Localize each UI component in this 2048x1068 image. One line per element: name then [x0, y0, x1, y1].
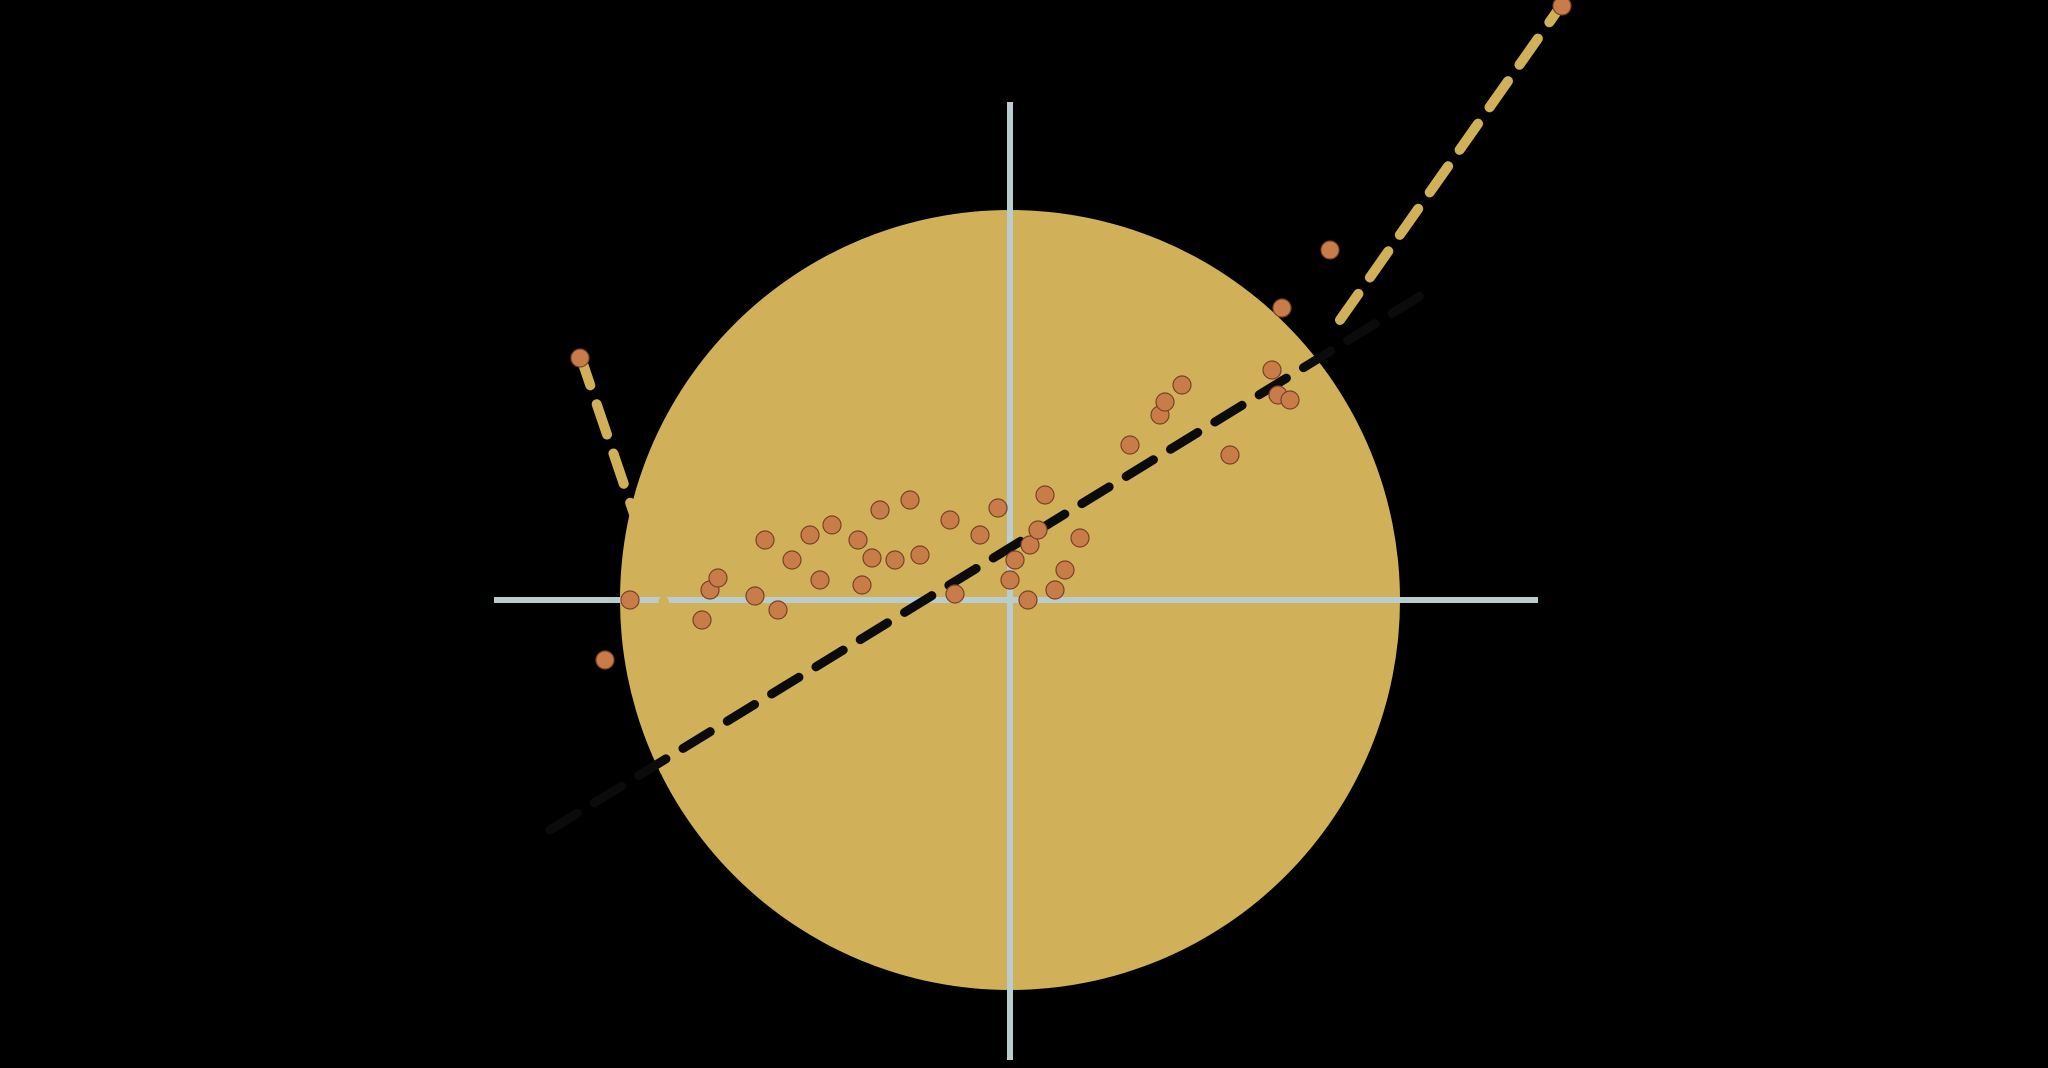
data-point: [1553, 0, 1571, 15]
data-point: [1001, 571, 1019, 589]
data-point: [769, 601, 787, 619]
data-point: [1036, 486, 1054, 504]
data-point: [941, 511, 959, 529]
data-point: [989, 499, 1007, 517]
data-point: [1046, 581, 1064, 599]
data-point: [946, 585, 964, 603]
data-point: [596, 651, 614, 669]
data-point: [1321, 241, 1339, 259]
data-point: [1029, 521, 1047, 539]
data-point: [886, 551, 904, 569]
data-point: [756, 531, 774, 549]
data-point: [693, 611, 711, 629]
data-point: [971, 526, 989, 544]
data-point: [911, 546, 929, 564]
data-point: [871, 501, 889, 519]
data-point: [901, 491, 919, 509]
data-point: [863, 549, 881, 567]
data-point: [1056, 561, 1074, 579]
data-point: [746, 587, 764, 605]
data-point: [709, 569, 727, 587]
data-point: [823, 516, 841, 534]
data-point: [1006, 551, 1024, 569]
data-point: [811, 571, 829, 589]
data-point: [1071, 529, 1089, 547]
data-point: [801, 526, 819, 544]
data-point: [783, 551, 801, 569]
data-point: [571, 349, 589, 367]
data-point: [1263, 361, 1281, 379]
data-point: [1273, 299, 1291, 317]
data-point: [1221, 446, 1239, 464]
data-point: [1281, 391, 1299, 409]
data-point: [1121, 436, 1139, 454]
data-point: [1019, 591, 1037, 609]
scatter-chart: [0, 0, 2048, 1068]
data-point: [853, 576, 871, 594]
data-point: [849, 531, 867, 549]
data-point: [621, 591, 639, 609]
chart-stage: [0, 0, 2048, 1068]
data-point: [1156, 393, 1174, 411]
data-point: [1173, 376, 1191, 394]
